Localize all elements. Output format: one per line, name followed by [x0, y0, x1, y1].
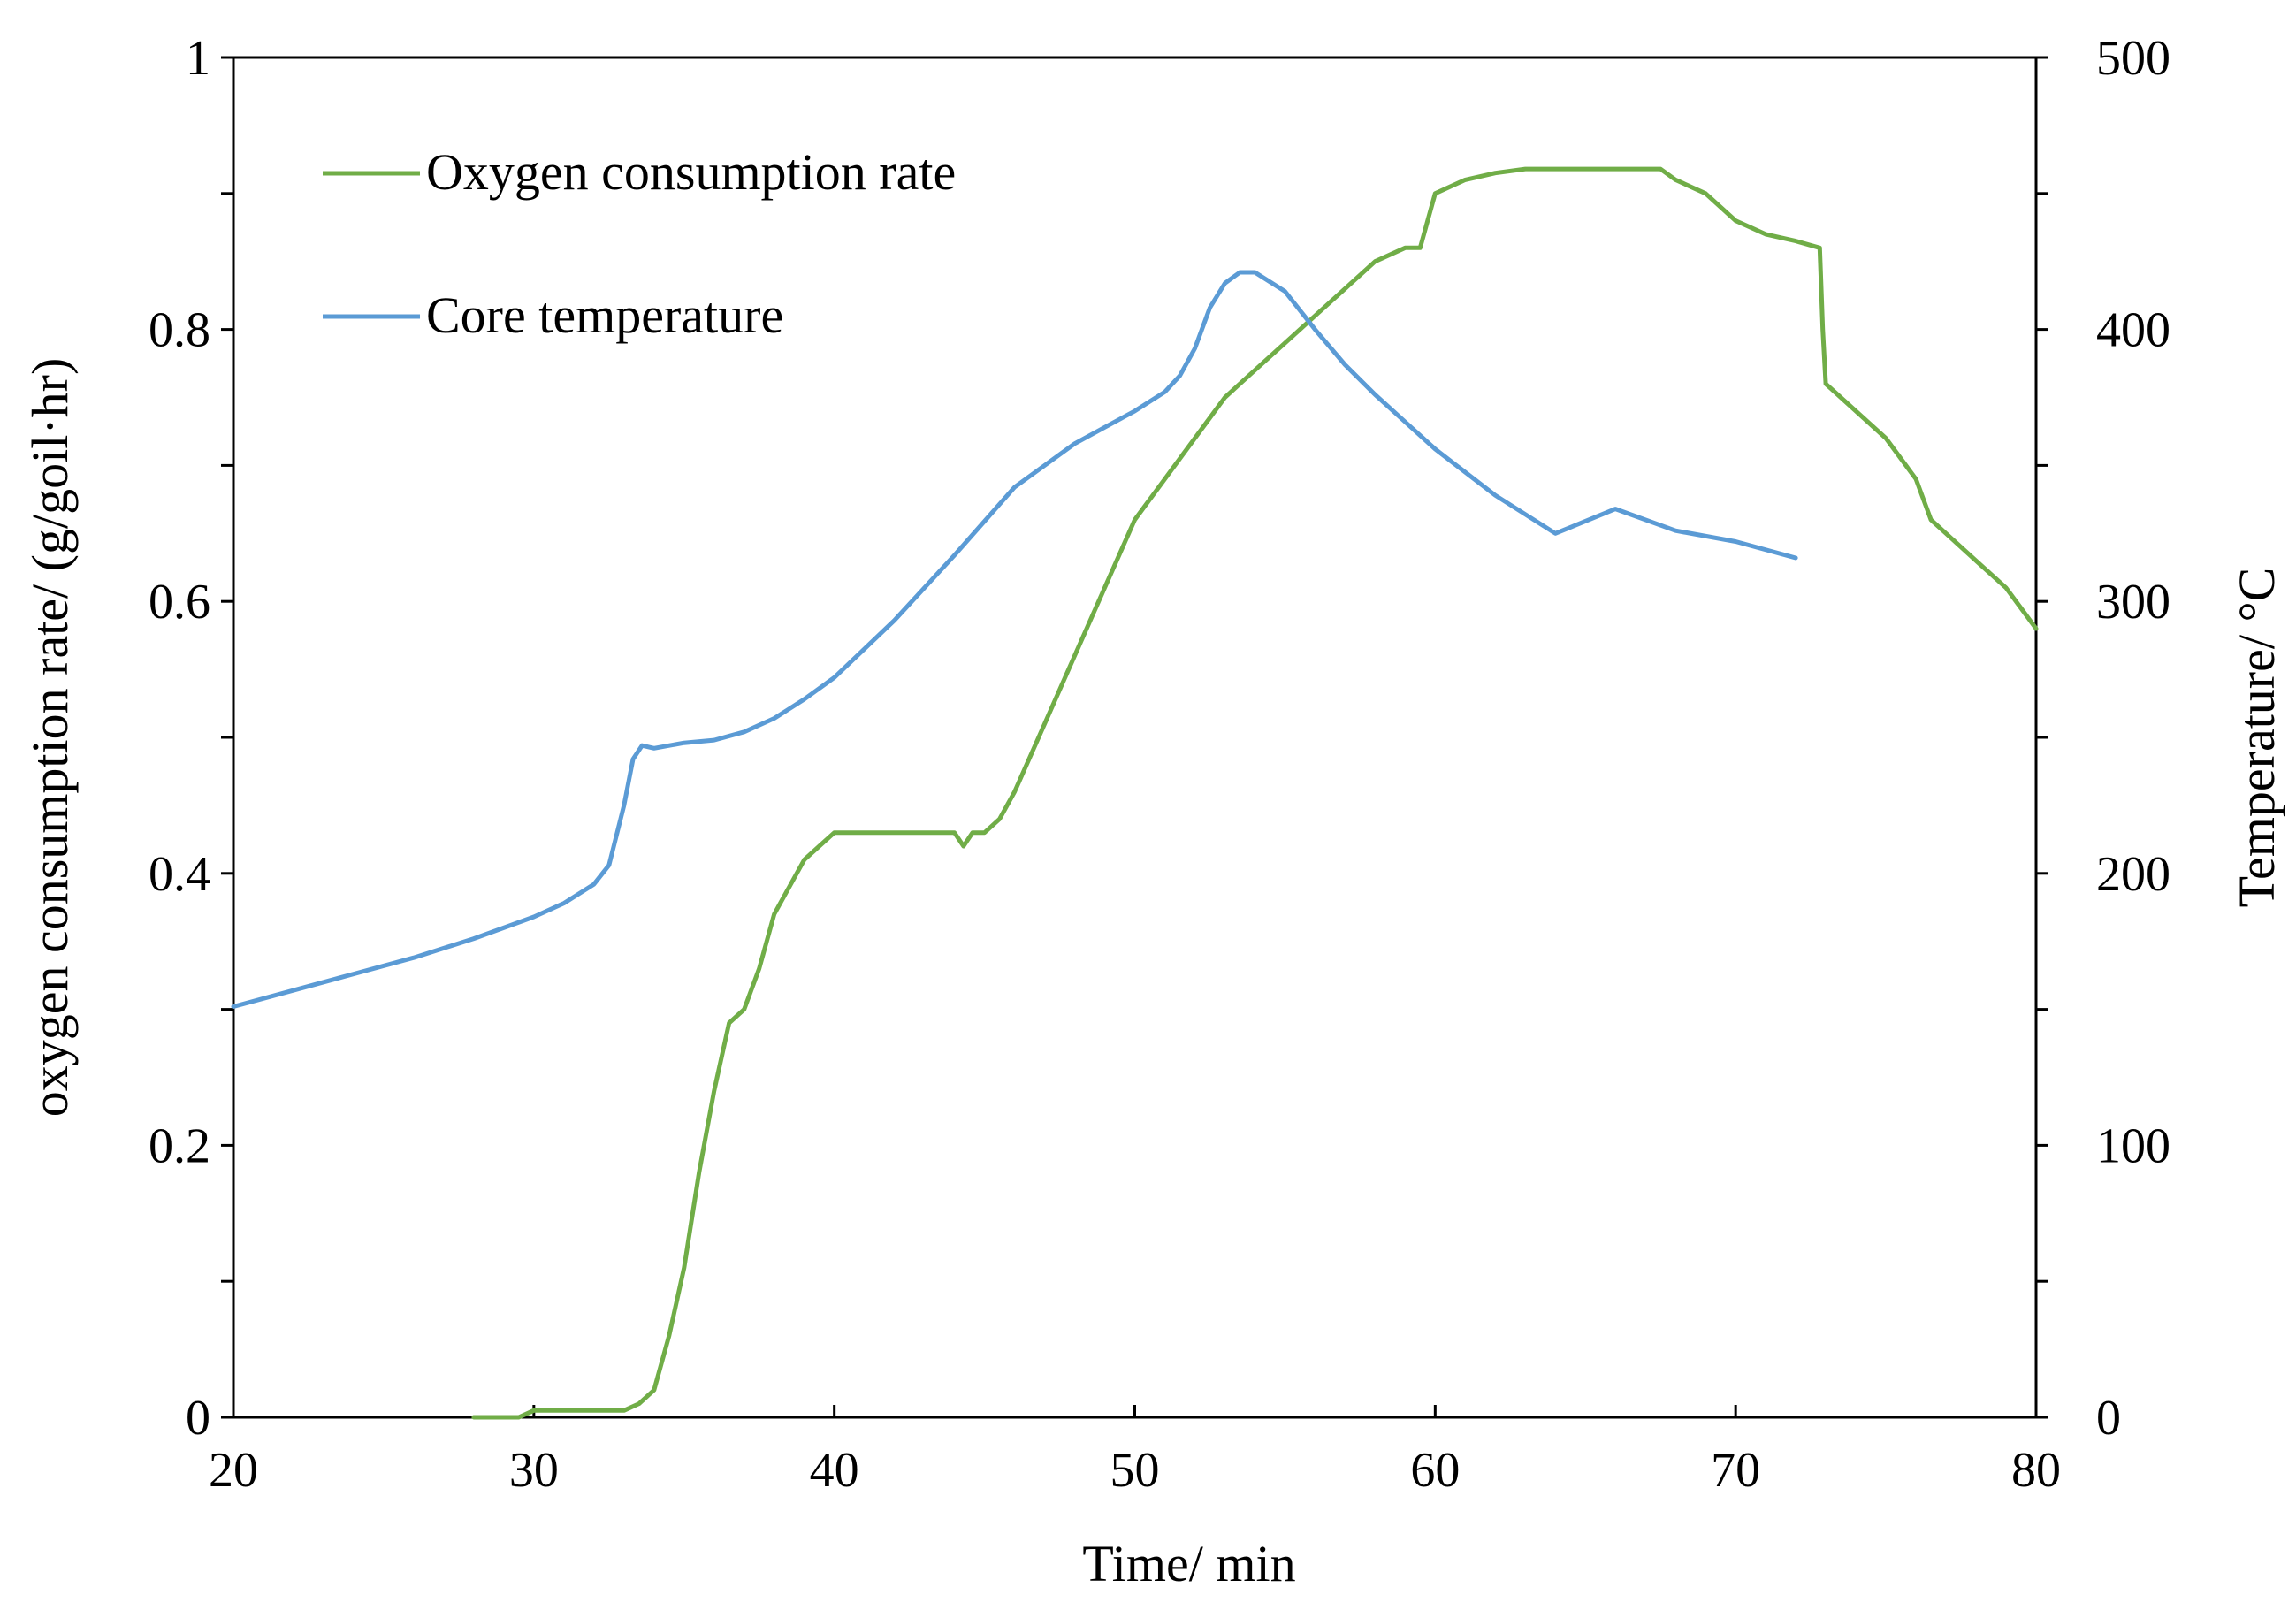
series-lines: [231, 166, 2039, 1420]
tick-labels: 20 30 40 50 60 70 80 0 0.2 0.4 0.6 0.8 1 0 100 200 300 40…: [149, 31, 2170, 1498]
ticks: [221, 56, 2048, 1419]
y-right-tick-label-5: 500: [2096, 31, 2170, 86]
x-tick-label-4: 60: [1410, 1443, 1460, 1498]
legend: Oxygen consumption rate Core temperature: [323, 143, 956, 344]
y-right-tick-label-2: 200: [2096, 847, 2170, 902]
x-tick-label-3: 50: [1110, 1443, 1160, 1498]
series-line-core-temperature: [231, 270, 1798, 1009]
y-left-axis-title: oxygen consumption rate/ (g/goil·hr): [21, 358, 79, 1118]
plot-frame: [232, 56, 2038, 1419]
y-right-tick-label-1: 100: [2096, 1118, 2170, 1173]
y-right-tick-label-3: 300: [2096, 575, 2170, 630]
x-tick-label-6: 80: [2011, 1443, 2061, 1498]
y-right-tick-label-4: 400: [2096, 303, 2170, 358]
y-left-tick-label-2: 0.4: [149, 847, 210, 902]
y-left-tick-label-0: 0: [186, 1391, 210, 1446]
y-left-tick-label-4: 0.8: [149, 303, 210, 358]
y-right-tick-label-0: 0: [2096, 1391, 2121, 1446]
y-left-tick-label-5: 1: [186, 31, 210, 86]
x-tick-label-0: 20: [209, 1443, 258, 1498]
y-left-tick-label-1: 0.2: [149, 1118, 210, 1173]
x-tick-label-2: 40: [810, 1443, 859, 1498]
y-right-axis-title: Temperature/ °C: [2228, 568, 2285, 908]
x-tick-label-1: 30: [509, 1443, 559, 1498]
x-tick-label-5: 70: [1711, 1443, 1760, 1498]
legend-label-oxygen: Oxygen consumption rate: [426, 143, 956, 201]
series-line-oxygen-consumption-rate: [471, 166, 2039, 1420]
x-axis-title: Time/ min: [1082, 1535, 1295, 1592]
legend-label-core: Core temperature: [426, 286, 783, 344]
y-left-tick-label-3: 0.6: [149, 575, 210, 630]
